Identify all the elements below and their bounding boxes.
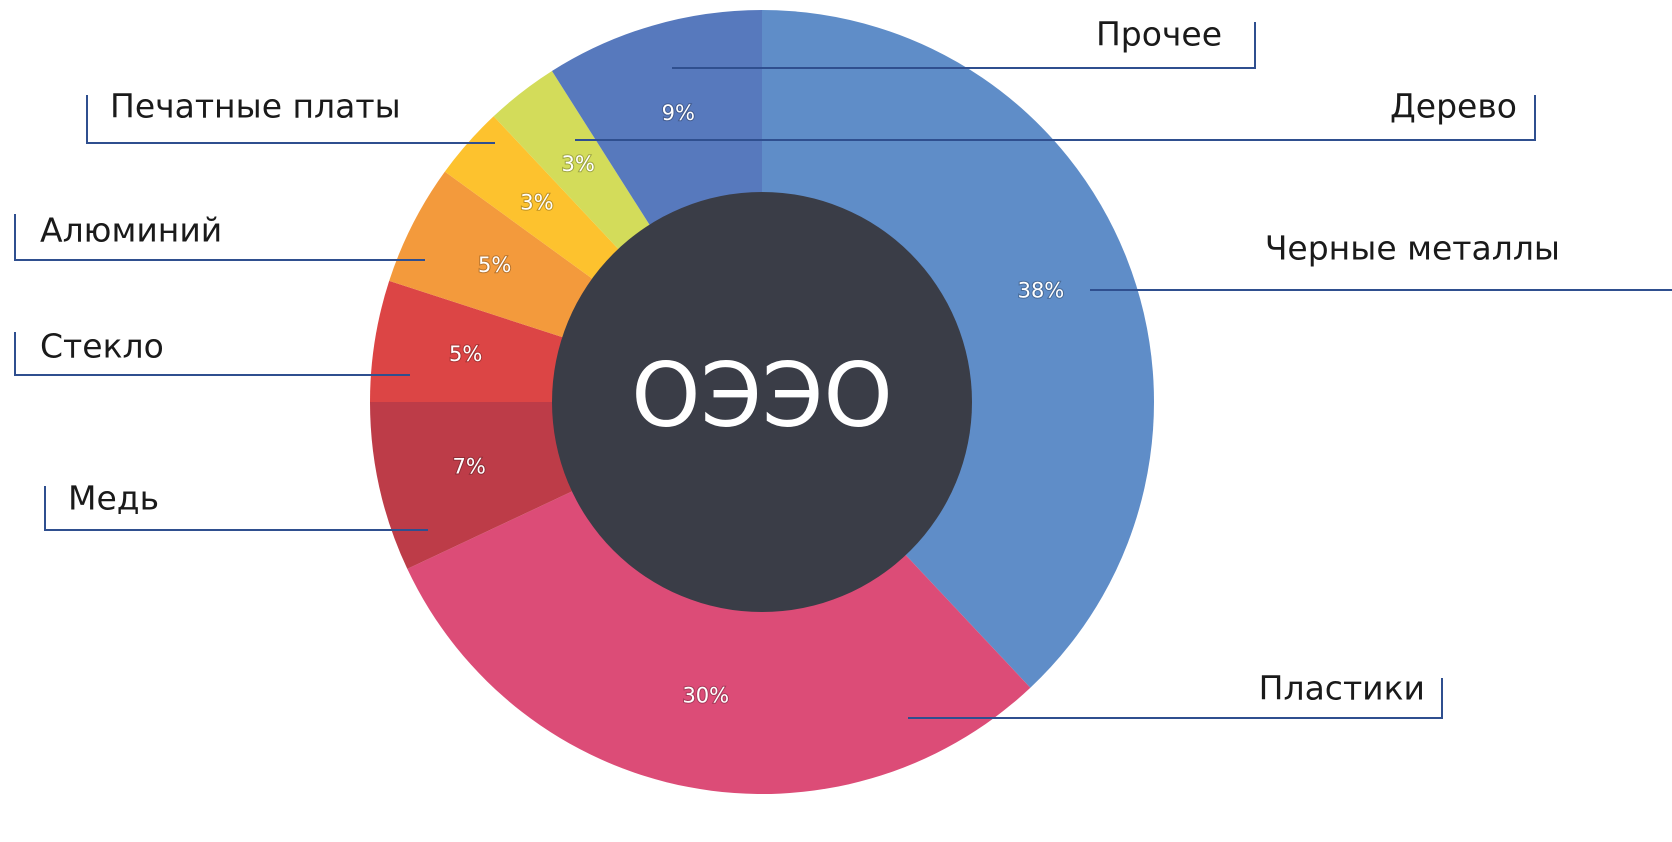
donut-center: [552, 192, 972, 612]
leader-line: [44, 486, 428, 531]
value-label: 5%: [478, 253, 511, 277]
value-label: 9%: [662, 101, 695, 125]
leader-line: [14, 332, 410, 376]
category-label: Стекло: [40, 327, 164, 366]
value-label: 3%: [561, 152, 594, 176]
center-label: ОЭЭО: [631, 344, 892, 447]
value-label: 30%: [682, 684, 729, 708]
value-label: 38%: [1018, 279, 1065, 303]
value-label: 5%: [449, 342, 482, 366]
leader-line: [672, 22, 1256, 69]
category-label: Алюминий: [40, 211, 222, 250]
category-label: Пластики: [1259, 669, 1425, 708]
category-label: Прочее: [1096, 15, 1222, 54]
leader-line: [14, 214, 425, 261]
category-label: Дерево: [1390, 87, 1517, 126]
leader-line: [86, 95, 495, 144]
category-label: Медь: [68, 479, 159, 518]
value-label: 7%: [453, 454, 486, 478]
leader-line: [908, 678, 1443, 719]
category-label: Печатные платы: [110, 87, 401, 126]
category-label: Черные металлы: [1265, 229, 1560, 268]
value-label: 3%: [520, 191, 553, 215]
leader-line: [575, 95, 1536, 141]
